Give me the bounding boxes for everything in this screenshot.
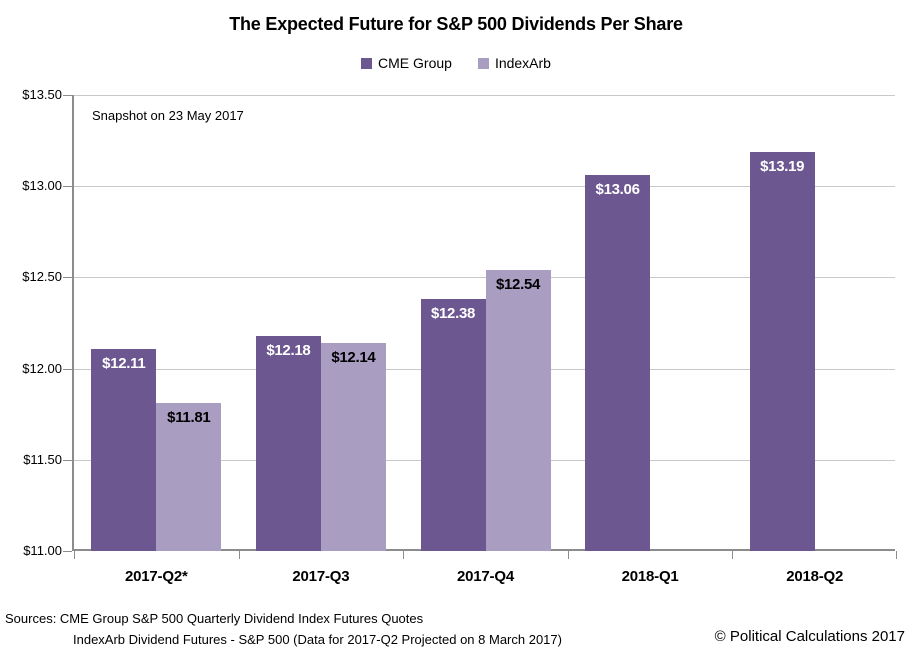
copyright: © Political Calculations 2017 [714, 628, 905, 645]
legend-label-cme-group: CME Group [378, 55, 452, 71]
bar-indexarb-2017-q4: $12.54 [485, 270, 551, 551]
sources-line-2: IndexArb Dividend Futures - S&P 500 (Dat… [73, 632, 562, 647]
y-axis-tick [63, 186, 72, 187]
legend-label-indexarb: IndexArb [494, 55, 551, 71]
y-axis-tick [63, 277, 72, 278]
plot-area: Snapshot on 23 May 2017 $12.11 $12.18 $12.… [72, 95, 897, 585]
x-axis-label-2017-q3: 2017-Q3 [292, 568, 350, 585]
x-axis-tick [74, 551, 75, 559]
bar-value-label: $12.18 [266, 341, 311, 359]
legend-swatch-cme-group [361, 57, 373, 69]
bar-value-label: $13.19 [760, 157, 805, 175]
gridline [74, 186, 895, 187]
x-axis-label-2018-q1: 2018-Q1 [621, 568, 679, 585]
chart-title: The Expected Future for S&P 500 Dividend… [229, 14, 683, 34]
y-axis-label: $11.00 [23, 543, 62, 558]
bar-cme-group-2017-q2: $12.11 [91, 348, 157, 551]
y-axis-tick [63, 551, 72, 552]
legend-item-cme-group: CME Group [361, 55, 452, 71]
x-axis-label-2018-q2: 2018-Q2 [786, 568, 844, 585]
bar-value-label: $13.06 [595, 181, 640, 199]
y-axis-label: $12.50 [22, 269, 62, 284]
bar-value-label: $12.38 [430, 305, 476, 323]
sources-line-1: Sources: CME Group S&P 500 Quarterly Div… [5, 611, 424, 626]
y-axis-tick [63, 460, 72, 461]
y-axis-label: $13.50 [22, 87, 62, 102]
y-axis-tick [63, 95, 72, 96]
y-axis-tick [63, 369, 72, 370]
bar-value-label: $12.54 [495, 276, 541, 294]
x-axis-tick [403, 551, 405, 559]
bar-cme-group-2018-q1: $13.06 [585, 175, 651, 551]
gridline [74, 277, 895, 278]
legend-item-indexarb: IndexArb [477, 55, 551, 71]
bar-value-label: $11.81 [167, 409, 211, 427]
bar-indexarb-2017-q3: $12.14 [320, 343, 386, 551]
y-axis-label: $13.00 [22, 178, 62, 193]
x-axis-label-2017-q4: 2017-Q4 [456, 568, 514, 585]
legend-swatch-indexarb [477, 57, 489, 69]
x-axis-tick [732, 551, 734, 559]
y-axis-label: $12.00 [22, 361, 62, 376]
bar-value-label: $12.14 [331, 349, 376, 367]
x-axis-label-2017-q2: 2017-Q2* [124, 568, 188, 585]
snapshot-annotation: Snapshot on 23 May 2017 [92, 108, 244, 123]
gridline [74, 95, 895, 96]
bar-indexarb-2017-q2: $11.81 [156, 403, 222, 551]
bar-cme-group-2017-q3: $12.18 [255, 335, 321, 551]
x-axis-tick [567, 551, 569, 559]
bar-cme-group-2018-q2: $13.19 [749, 151, 815, 551]
x-axis-tick [896, 551, 897, 559]
y-axis-label: $11.50 [23, 452, 62, 467]
legend: CME Group IndexArb [0, 55, 912, 71]
x-axis-tick [238, 551, 240, 559]
bar-cme-group-2017-q4: $12.38 [420, 299, 486, 551]
bar-value-label: $12.11 [102, 354, 146, 372]
